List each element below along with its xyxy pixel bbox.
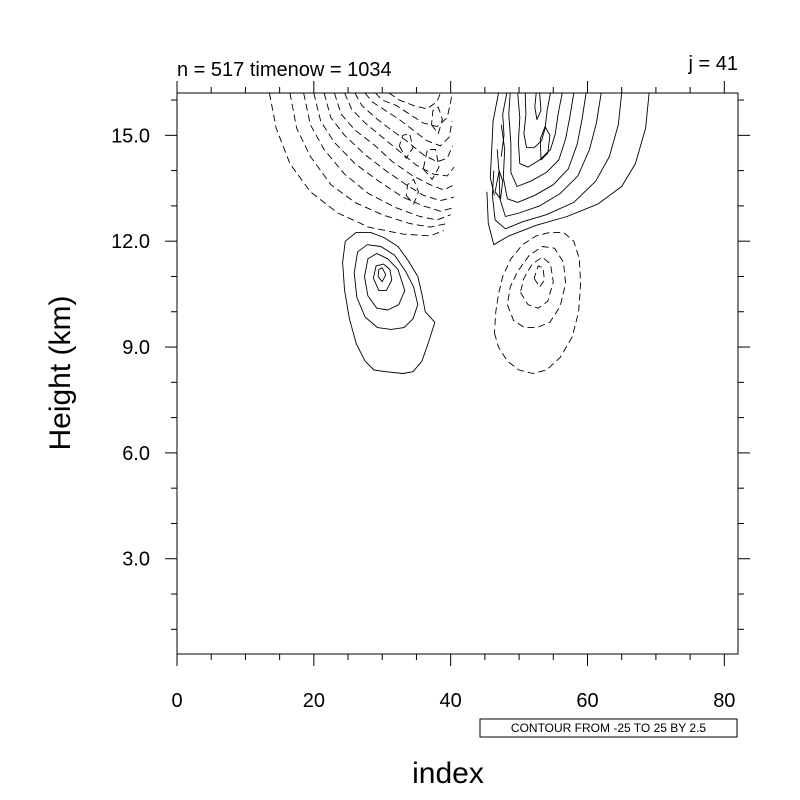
negative-contour-line-4 — [323, 92, 455, 202]
contour-lines — [268, 92, 650, 374]
negative-contour-line-34 — [519, 256, 554, 309]
negative-contour-line-10 — [388, 92, 441, 110]
x-tick-label: 20 — [303, 690, 325, 712]
positive-contour-line-19 — [508, 92, 575, 187]
y-axis-title: Height (km) — [44, 295, 77, 450]
positive-contour-line-27 — [342, 231, 436, 374]
positive-contour-line-17 — [496, 92, 602, 217]
x-axis-title: index — [412, 757, 484, 790]
negative-contour-line-5 — [333, 92, 455, 191]
negative-contour-line-12 — [422, 149, 440, 180]
run-info-label: n = 517 timenow = 1034 — [177, 59, 392, 81]
y-tick-label: 12.0 — [111, 231, 150, 253]
y-tick-label: 9.0 — [122, 337, 150, 359]
positive-contour-line-21 — [523, 92, 551, 149]
y-tick-label: 3.0 — [122, 549, 150, 571]
positive-contour-line-31 — [377, 267, 387, 283]
contour-info-box — [479, 718, 738, 738]
negative-contour-line-8 — [364, 92, 453, 147]
negative-contour-line-32 — [493, 231, 582, 374]
positive-contour-line-23 — [534, 92, 542, 120]
negative-contour-line-6 — [344, 92, 455, 177]
positive-contour-line-15 — [486, 92, 650, 246]
positive-contour-line-29 — [364, 253, 406, 311]
positive-contour-line-28 — [353, 244, 419, 330]
negative-contour-line-1 — [289, 92, 448, 228]
negative-contour-line-14 — [431, 106, 443, 135]
positive-contour-line-26 — [494, 170, 504, 200]
negative-contour-line-35 — [533, 265, 545, 288]
x-tick-label: 0 — [171, 690, 182, 712]
x-tick-label: 40 — [440, 690, 462, 712]
positive-contour-line-20 — [517, 92, 563, 168]
x-tick-label: 60 — [576, 690, 598, 712]
positive-contour-line-30 — [372, 263, 393, 292]
negative-contour-line-3 — [313, 92, 455, 212]
positive-contour-line-24 — [489, 92, 499, 196]
positive-contour-line-18 — [500, 92, 587, 203]
positive-contour-line-22 — [539, 126, 551, 161]
y-tick-label: 6.0 — [122, 443, 150, 465]
positive-contour-line-25 — [500, 92, 508, 157]
slice-index-label: j = 41 — [688, 53, 738, 75]
y-tick-label: 15.0 — [111, 125, 150, 147]
axis-ticks: 0 20 40 60 80 3.0 6.0 9.0 12.0 15.0 — [111, 81, 750, 712]
negative-contour-line-11 — [398, 133, 414, 159]
negative-contour-line-7 — [354, 92, 454, 163]
contour-info-label: CONTOUR FROM -25 TO 25 BY 2.5 — [511, 721, 706, 735]
x-tick-label: 80 — [713, 690, 735, 712]
negative-contour-line-2 — [303, 92, 451, 221]
negative-contour-line-9 — [375, 92, 453, 127]
negative-contour-line-13 — [405, 178, 419, 205]
negative-contour-line-0 — [268, 92, 444, 237]
plot-frame — [176, 92, 739, 655]
positive-contour-line-16 — [491, 92, 623, 230]
negative-contour-line-33 — [506, 246, 567, 329]
